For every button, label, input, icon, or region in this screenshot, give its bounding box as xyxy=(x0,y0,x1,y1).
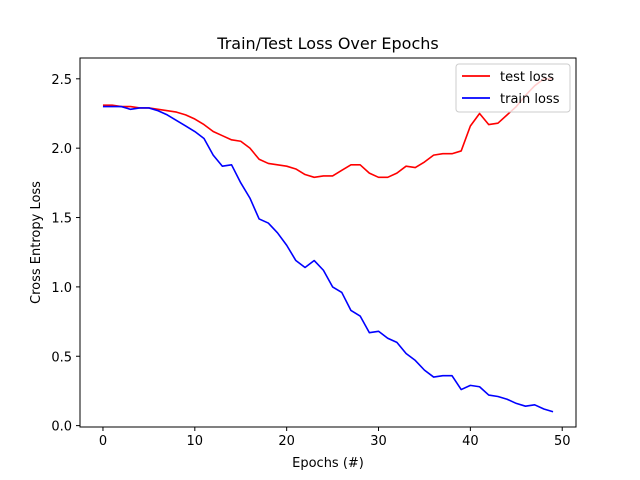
y-tick-label: 2.0 xyxy=(51,142,72,157)
y-tick-label: 0.0 xyxy=(51,420,72,435)
x-axis-label: Epochs (#) xyxy=(292,456,364,471)
legend-label-test-loss: test loss xyxy=(500,70,554,85)
y-axis-ticks: 0.0 0.5 1.0 1.5 2.0 2.5 xyxy=(51,73,80,435)
legend: test loss train loss xyxy=(455,63,571,113)
series-layer xyxy=(102,78,554,413)
series-line-test-loss xyxy=(102,78,554,179)
x-tick-label: 10 xyxy=(187,434,204,449)
y-tick-label: 1.0 xyxy=(51,281,72,296)
legend-label-train-loss: train loss xyxy=(500,92,560,107)
x-tick-label: 50 xyxy=(554,434,571,449)
y-axis-label: Cross Entropy Loss xyxy=(29,181,44,304)
x-tick-label: 0 xyxy=(99,434,107,449)
series-line-train-loss xyxy=(102,105,554,413)
y-tick-label: 0.5 xyxy=(51,350,72,365)
x-tick-label: 20 xyxy=(278,434,295,449)
chart-title: Train/Test Loss Over Epochs xyxy=(216,34,438,53)
y-tick-label: 2.5 xyxy=(51,73,72,88)
x-axis-ticks: 0 10 20 30 40 50 xyxy=(99,427,571,449)
x-tick-label: 40 xyxy=(462,434,479,449)
plot-frame xyxy=(79,57,577,428)
x-tick-label: 30 xyxy=(370,434,387,449)
y-tick-label: 1.5 xyxy=(51,212,72,227)
